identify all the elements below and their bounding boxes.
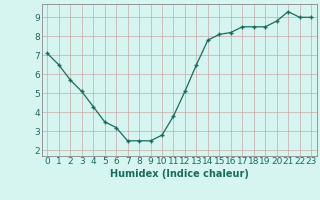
X-axis label: Humidex (Indice chaleur): Humidex (Indice chaleur) bbox=[110, 169, 249, 179]
